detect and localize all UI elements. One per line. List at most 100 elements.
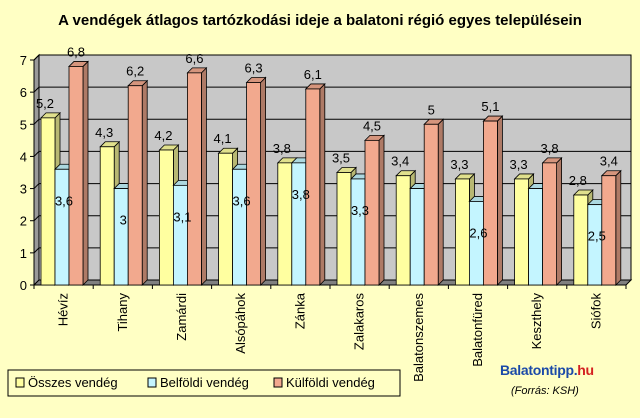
bar-2-5 <box>364 134 385 286</box>
bar-front <box>587 204 603 286</box>
bar-side <box>437 118 444 286</box>
data-label: 5,2 <box>36 96 54 111</box>
bar-side <box>556 156 562 286</box>
y-tick-label: 5 <box>20 117 27 132</box>
data-label: 2,8 <box>569 173 587 188</box>
legend-label: Külföldi vendég <box>286 375 375 390</box>
bar-front <box>542 162 557 286</box>
bar-front <box>40 117 56 286</box>
bar-2-8 <box>541 156 563 286</box>
legend-label: Belföldi vendég <box>160 375 249 390</box>
category-label: Alsópáhok <box>233 293 248 354</box>
legend-swatch <box>147 377 157 388</box>
data-label: 4,1 <box>214 131 232 146</box>
bar-front <box>186 72 202 286</box>
category-label: Keszthely <box>529 293 544 350</box>
y-tick-label: 7 <box>20 53 27 68</box>
data-label: 3,1 <box>173 209 191 224</box>
bar-front <box>364 139 380 286</box>
bar-front <box>218 152 234 286</box>
bar-side <box>496 115 503 286</box>
bar-2-2 <box>186 66 208 286</box>
brand-domain: hu <box>577 362 594 378</box>
bar-side <box>82 60 89 286</box>
data-label: 3,3 <box>450 157 468 172</box>
category-label: Balatonszemes <box>411 293 426 382</box>
data-label: 3,8 <box>292 187 310 202</box>
bar-front <box>54 168 70 286</box>
brand-name: Balatontipp. <box>500 362 578 378</box>
data-label: 5,1 <box>481 99 499 114</box>
bar-front <box>305 88 321 286</box>
data-label: 3,3 <box>351 203 369 218</box>
data-label: 5 <box>428 102 435 117</box>
brand-logo[interactable]: Balatontipp.hu <box>500 362 594 378</box>
bar-2-0 <box>68 60 89 286</box>
category-label: Siófok <box>588 293 603 330</box>
bar-front <box>291 162 307 286</box>
bar-2-1 <box>127 79 149 286</box>
bar-front <box>528 188 543 286</box>
bar-front <box>232 168 248 286</box>
legend-item: Összes vendég <box>15 375 118 390</box>
legend-item: Külföldi vendég <box>273 375 375 390</box>
data-label: 3,4 <box>600 154 618 169</box>
y-tick-label: 2 <box>20 214 27 229</box>
bar-2-9 <box>600 169 622 286</box>
bar-front <box>468 201 484 286</box>
data-label: 6,1 <box>304 67 322 82</box>
category-label: Balatonfüred <box>470 293 485 367</box>
bar-side <box>260 76 267 286</box>
data-label: 2,6 <box>469 225 487 240</box>
bar-side <box>319 82 326 286</box>
bar-front <box>514 178 529 286</box>
bar-2-4 <box>304 82 326 286</box>
data-label: 3,8 <box>273 141 291 156</box>
legend-item: Belföldi vendég <box>147 375 249 390</box>
bar-front <box>482 120 498 286</box>
y-tick-label: 0 <box>20 278 27 293</box>
y-axis-ticks: 0 1 2 3 4 5 6 7 <box>20 53 34 293</box>
gridline <box>33 86 631 93</box>
data-label: 4,5 <box>363 118 381 133</box>
legend-swatch <box>273 377 283 388</box>
bar-side <box>378 134 385 286</box>
bar-side <box>200 66 207 286</box>
data-label: 3,3 <box>510 157 528 172</box>
data-label: 6,8 <box>67 44 85 59</box>
bar-front <box>395 175 411 286</box>
bar-front <box>409 188 425 286</box>
category-label: Tihany <box>115 293 130 332</box>
bar-front <box>68 66 84 286</box>
bar-front <box>113 188 129 286</box>
bar-front <box>573 194 589 286</box>
bar-side <box>615 169 622 286</box>
data-label: 2,5 <box>588 229 606 244</box>
data-label: 3,5 <box>332 151 350 166</box>
bar-front <box>336 172 352 286</box>
bar-2-6 <box>423 118 445 286</box>
data-label: 3 <box>120 213 127 228</box>
bar-front <box>454 178 470 286</box>
gridline <box>33 54 631 61</box>
bar-front <box>99 146 115 286</box>
bar-front <box>277 162 293 286</box>
category-label: Zánka <box>292 292 307 329</box>
bar-front <box>601 175 617 286</box>
data-label: 3,8 <box>541 141 559 156</box>
data-label: 4,2 <box>154 128 172 143</box>
bar-front <box>423 123 439 286</box>
x-axis-labels: Hévíz Tihany Zamárdi Alsópáhok Zánka Zalakaro… <box>33 285 627 382</box>
bar-front <box>350 178 366 286</box>
category-label: Zalakaros <box>352 293 367 351</box>
y-tick-label: 1 <box>20 246 27 261</box>
category-label: Hévíz <box>56 293 71 326</box>
category-label: Zamárdi <box>174 293 189 341</box>
data-label: 3,6 <box>55 193 73 208</box>
legend-label: Összes vendég <box>28 375 118 390</box>
chart-title: A vendégek átlagos tartózkodási ideje a … <box>58 12 582 29</box>
bar-front <box>172 184 188 286</box>
bar-2-3 <box>245 76 267 286</box>
data-labels: 5,2 3,6 6,8 4,3 3 6,2 4,2 3,1 6,6 4,1 3,6 6,3 3,8 3,8… <box>36 44 618 243</box>
